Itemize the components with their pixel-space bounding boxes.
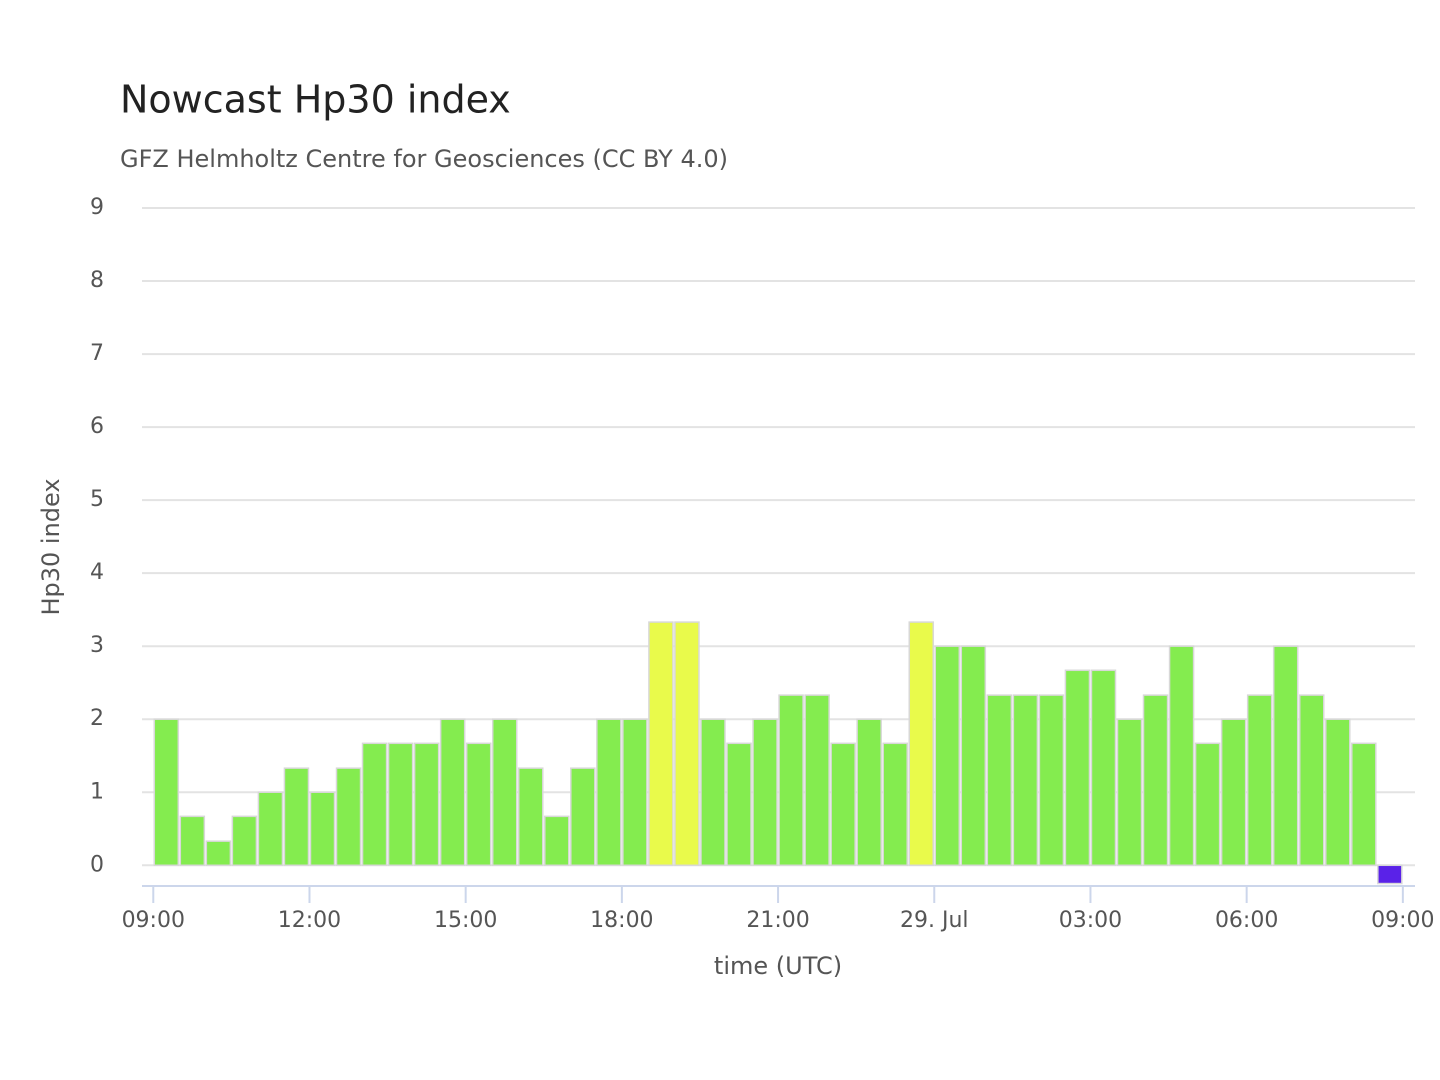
x-tick-label: 15:00 xyxy=(434,908,497,933)
chart-subtitle: GFZ Helmholtz Centre for Geosciences (CC… xyxy=(120,145,728,173)
y-tick-label: 7 xyxy=(90,341,104,366)
x-axis-title: time (UTC) xyxy=(714,952,842,980)
bar xyxy=(648,621,674,867)
y-tick-label: 5 xyxy=(90,487,104,512)
bar xyxy=(596,718,622,867)
y-tick-label: 4 xyxy=(90,560,104,585)
x-tick-label: 18:00 xyxy=(590,908,653,933)
y-tick-label: 2 xyxy=(90,706,104,731)
y-axis-title: Hp30 index xyxy=(37,478,65,615)
bar xyxy=(1012,694,1039,867)
bar xyxy=(856,718,882,867)
bar xyxy=(491,718,518,867)
bar xyxy=(752,718,778,867)
bar xyxy=(309,791,336,867)
bar xyxy=(1168,645,1195,867)
x-tick-label: 09:00 xyxy=(1371,908,1434,933)
bar xyxy=(544,815,570,867)
y-tick-label: 1 xyxy=(90,779,104,804)
bar xyxy=(1220,718,1247,867)
bar xyxy=(517,767,544,867)
bar xyxy=(335,767,362,867)
bar xyxy=(1298,694,1325,867)
bar xyxy=(1377,864,1403,885)
bar xyxy=(1351,742,1377,867)
x-tick-label: 21:00 xyxy=(746,908,809,933)
bar xyxy=(1194,742,1221,867)
bar xyxy=(231,815,258,867)
bar xyxy=(413,742,440,867)
bar xyxy=(622,718,648,867)
bar xyxy=(257,791,284,867)
bar xyxy=(804,694,830,867)
bar xyxy=(1116,718,1143,867)
bar xyxy=(830,742,856,867)
bar xyxy=(778,694,804,867)
bar xyxy=(1142,694,1169,867)
x-tick-label: 03:00 xyxy=(1059,908,1122,933)
x-tick-label: 12:00 xyxy=(278,908,341,933)
y-tick-label: 9 xyxy=(90,195,104,220)
bar xyxy=(387,742,414,867)
chart-title: Nowcast Hp30 index xyxy=(120,78,511,122)
x-tick-label: 29. Jul xyxy=(900,908,969,933)
bar xyxy=(570,767,596,867)
bar xyxy=(179,815,206,867)
y-tick-label: 8 xyxy=(90,268,104,293)
bar xyxy=(726,742,752,867)
bar xyxy=(1272,645,1299,867)
bar xyxy=(882,742,908,867)
bar xyxy=(1325,718,1351,867)
bar xyxy=(700,718,726,867)
bar xyxy=(908,621,935,867)
bar xyxy=(1246,694,1273,867)
bar xyxy=(986,694,1013,867)
bar xyxy=(361,742,388,867)
bar xyxy=(960,645,987,867)
bar xyxy=(439,718,466,867)
bar xyxy=(1090,669,1117,867)
x-tick-label: 06:00 xyxy=(1215,908,1278,933)
x-tick-label: 09:00 xyxy=(122,908,185,933)
bar xyxy=(934,645,961,867)
bar xyxy=(153,718,180,867)
bar xyxy=(1064,669,1091,867)
bar xyxy=(674,621,700,867)
y-tick-label: 3 xyxy=(90,633,104,658)
bar xyxy=(205,840,232,867)
bar xyxy=(1038,694,1065,867)
y-tick-label: 0 xyxy=(90,852,104,877)
bar xyxy=(465,742,492,867)
bar xyxy=(283,767,310,867)
y-tick-label: 6 xyxy=(90,414,104,439)
